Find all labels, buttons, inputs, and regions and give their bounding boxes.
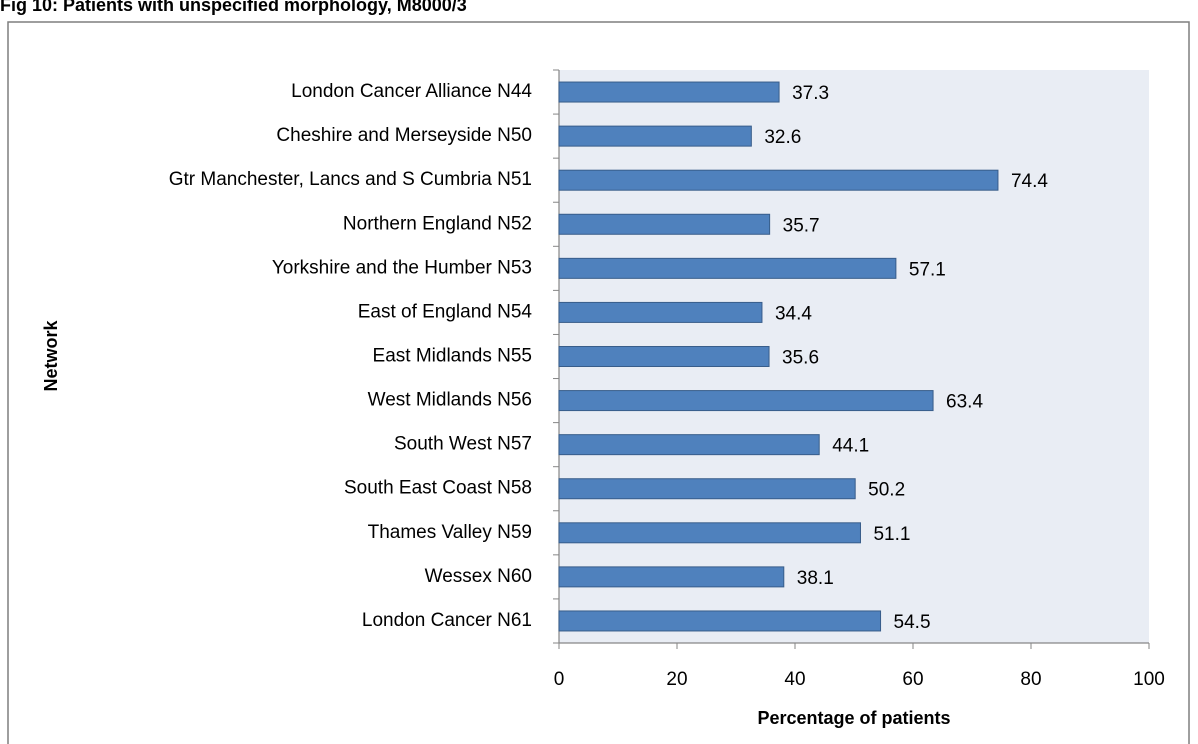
bar: [558, 390, 934, 412]
y-tick-label: East of England N54: [358, 301, 533, 322]
y-tick-label: London Cancer Alliance N44: [291, 81, 532, 102]
bar: [558, 125, 752, 147]
value-label: 35.6: [782, 348, 819, 369]
bar: [558, 434, 820, 456]
x-tick-label: 100: [1133, 669, 1165, 690]
bar: [558, 301, 763, 323]
bar: [558, 522, 861, 544]
y-tick-label: Wessex N60: [425, 566, 532, 587]
bar: [558, 610, 882, 632]
y-tick-label: Thames Valley N59: [368, 522, 532, 543]
bar: [558, 257, 897, 279]
x-tick-label: 40: [784, 669, 805, 690]
y-tick-label: West Midlands N56: [368, 390, 532, 411]
value-label: 54.5: [894, 612, 931, 633]
value-label: 63.4: [946, 392, 983, 413]
y-tick-label: Cheshire and Merseyside N50: [276, 125, 532, 146]
y-tick-label: Yorkshire and the Humber N53: [272, 257, 532, 278]
chart-title: Fig 10: Patients with unspecified morpho…: [0, 0, 467, 15]
x-tick-label: 60: [902, 669, 923, 690]
value-label: 51.1: [873, 524, 910, 545]
value-label: 37.3: [792, 83, 829, 104]
value-label: 57.1: [909, 259, 946, 280]
value-label: 44.1: [832, 436, 869, 457]
y-tick-label: Northern England N52: [343, 213, 532, 234]
value-label: 32.6: [764, 127, 801, 148]
x-tick-label: 0: [554, 669, 565, 690]
bar: [558, 566, 785, 588]
x-tick-label: 80: [1020, 669, 1041, 690]
bar: [558, 346, 770, 367]
value-label: 74.4: [1011, 171, 1048, 192]
y-tick-label: South West N57: [394, 434, 532, 455]
bar: [558, 213, 771, 235]
y-tick-label: East Midlands N55: [373, 346, 532, 367]
bar: [558, 478, 856, 500]
y-tick-label: South East Coast N58: [344, 478, 532, 499]
bar: [558, 81, 780, 103]
bar: [558, 169, 999, 191]
y-tick-label: Gtr Manchester, Lancs and S Cumbria N51: [169, 169, 532, 190]
y-axis-title: Network: [41, 320, 61, 392]
x-axis-title: Percentage of patients: [757, 708, 950, 728]
y-tick-label: London Cancer N61: [362, 610, 532, 631]
x-tick-label: 20: [666, 669, 687, 690]
value-label: 50.2: [868, 480, 905, 501]
value-label: 34.4: [775, 303, 812, 324]
value-label: 35.7: [783, 215, 820, 236]
value-label: 38.1: [797, 568, 834, 589]
